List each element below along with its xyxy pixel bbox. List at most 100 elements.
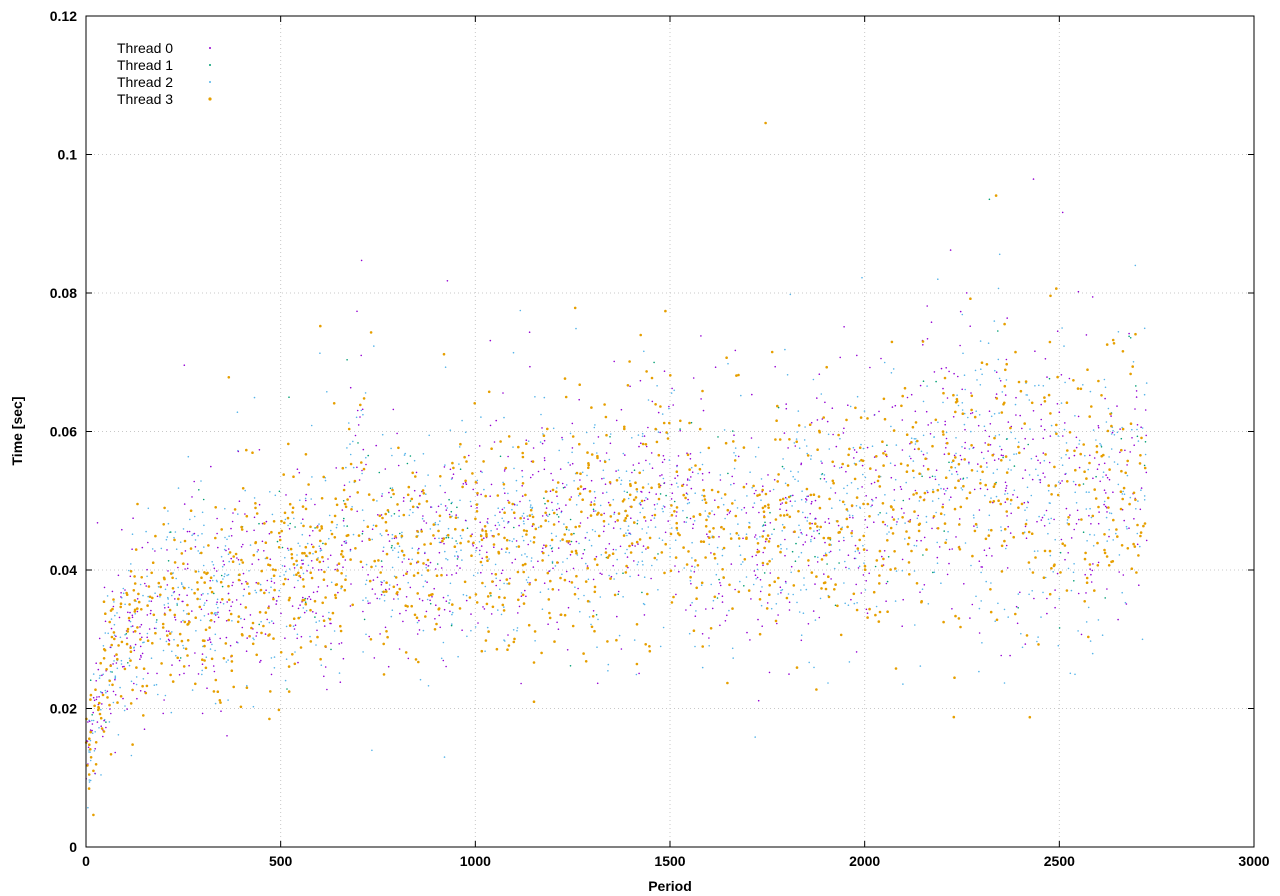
data-point <box>416 530 419 533</box>
data-point <box>970 564 972 567</box>
data-point <box>273 582 276 584</box>
data-point <box>775 603 778 605</box>
data-point <box>979 340 982 342</box>
data-point <box>1144 453 1147 456</box>
data-point <box>590 544 593 547</box>
data-point <box>1088 491 1090 494</box>
data-point <box>667 520 669 522</box>
data-point <box>322 619 326 622</box>
data-point <box>449 429 452 432</box>
data-point <box>473 402 477 405</box>
data-point <box>1120 448 1123 452</box>
data-point <box>567 461 570 464</box>
data-point <box>440 657 443 660</box>
data-point <box>823 474 826 476</box>
data-point <box>394 576 398 579</box>
data-point <box>1074 468 1077 472</box>
data-point <box>970 430 972 433</box>
data-point <box>1040 403 1042 406</box>
data-point <box>593 490 596 493</box>
data-point <box>368 635 371 638</box>
data-point <box>234 552 238 556</box>
data-point <box>908 573 911 576</box>
data-point <box>486 551 488 554</box>
data-point <box>1048 340 1052 344</box>
data-point <box>866 446 869 449</box>
data-point <box>131 625 134 627</box>
data-point <box>407 581 410 584</box>
data-point <box>179 657 182 659</box>
data-point <box>781 502 784 504</box>
data-point <box>1074 415 1076 417</box>
data-point <box>1005 544 1008 547</box>
data-point <box>415 616 419 619</box>
data-point <box>917 514 919 517</box>
data-point <box>674 556 678 559</box>
data-point <box>820 393 823 395</box>
data-point <box>534 578 537 582</box>
data-point <box>984 442 986 444</box>
data-point <box>686 452 688 455</box>
data-point <box>1000 544 1004 548</box>
data-point <box>778 438 782 441</box>
data-point <box>1000 411 1004 414</box>
data-point <box>1121 493 1124 495</box>
data-point <box>700 335 702 337</box>
data-point <box>292 563 296 566</box>
data-point <box>599 504 602 507</box>
data-point <box>212 665 215 667</box>
data-point <box>397 556 400 559</box>
data-point <box>737 537 741 540</box>
data-point <box>922 434 925 437</box>
data-point <box>191 610 193 612</box>
data-point <box>987 450 989 452</box>
data-point <box>151 561 155 564</box>
data-point <box>386 509 390 512</box>
data-point <box>995 371 998 374</box>
data-point <box>245 514 249 518</box>
data-point <box>547 598 551 601</box>
data-point <box>1139 454 1142 457</box>
data-point <box>139 645 142 648</box>
data-point <box>1136 532 1139 535</box>
data-point <box>734 514 738 518</box>
data-point <box>634 496 638 499</box>
data-point <box>212 690 216 693</box>
data-point <box>674 565 676 567</box>
data-point <box>1106 476 1109 479</box>
data-point <box>641 560 644 562</box>
data-point <box>174 531 177 533</box>
data-point <box>111 607 114 611</box>
data-point <box>409 508 412 511</box>
data-point <box>914 421 918 424</box>
data-point <box>572 567 575 570</box>
data-point <box>917 523 921 526</box>
data-point <box>97 668 100 671</box>
data-point <box>443 542 445 545</box>
data-point <box>431 596 433 598</box>
data-point <box>217 611 219 614</box>
data-point <box>512 511 516 514</box>
data-point <box>546 571 550 575</box>
data-point <box>691 471 694 474</box>
data-point <box>776 480 779 483</box>
data-point <box>486 626 489 629</box>
data-point <box>676 464 678 467</box>
data-point <box>587 466 590 470</box>
data-point <box>992 472 995 474</box>
data-point <box>899 462 903 466</box>
data-point <box>198 605 202 609</box>
data-point <box>274 494 277 497</box>
data-point <box>280 529 284 533</box>
data-point <box>858 565 861 568</box>
data-point <box>206 687 208 689</box>
data-point <box>945 437 948 440</box>
data-point <box>648 536 652 540</box>
data-point <box>583 594 585 597</box>
data-point <box>312 530 314 532</box>
data-point <box>808 661 810 664</box>
data-point <box>88 751 90 753</box>
data-point <box>782 458 784 460</box>
data-point <box>998 412 1000 414</box>
data-point <box>359 403 362 407</box>
